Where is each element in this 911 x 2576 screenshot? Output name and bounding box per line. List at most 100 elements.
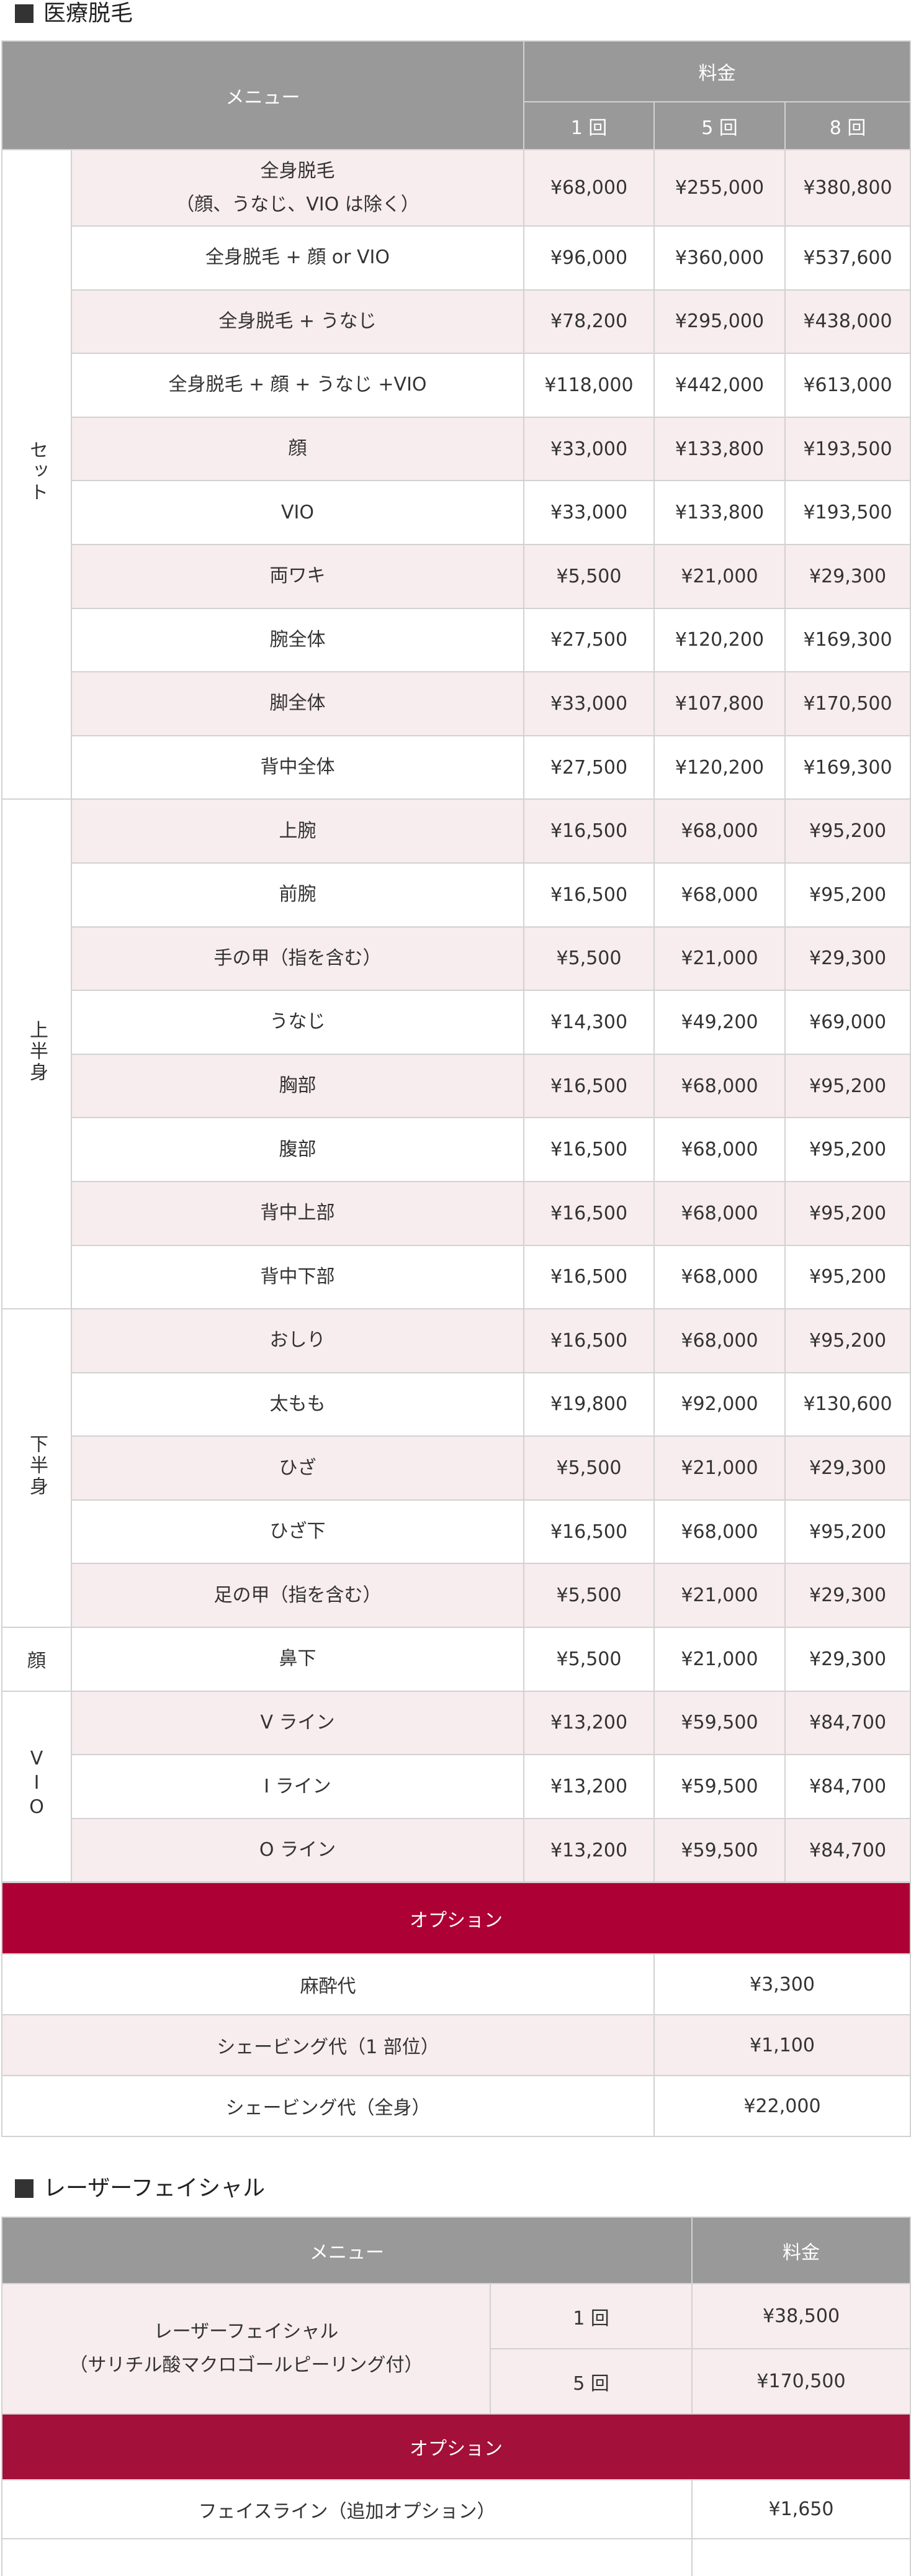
option-row: シェービング代（全身） ¥22,000 <box>1 2075 911 2137</box>
price-cell: ¥21,000 <box>653 1435 786 1501</box>
menu-item-name: O ライン <box>71 1817 524 1883</box>
menu-item-name: 全身脱毛 + 顔 + うなじ +VIO <box>71 353 524 418</box>
price-cell: ¥27,500 <box>523 607 655 673</box>
category-label: セット <box>26 440 48 504</box>
price-cell: ¥120,200 <box>653 607 786 673</box>
price-cell: ¥255,000 <box>653 149 786 227</box>
price-cell: ¥68,000 <box>653 1117 786 1182</box>
price-cell: ¥170,500 <box>784 671 911 736</box>
square-bullet-icon <box>15 2179 34 2198</box>
price-cell: ¥169,300 <box>784 607 911 673</box>
price-cell: ¥78,200 <box>523 289 655 355</box>
table-row: うなじ ¥14,300 ¥49,200 ¥69,000 <box>2 990 911 1055</box>
menu-item-name: 足の甲（指を含む） <box>71 1563 524 1629</box>
price-cell: ¥95,200 <box>784 862 911 928</box>
price-cell: ¥95,200 <box>784 798 911 864</box>
section-title-laser-facial: レーザーフェイシャル <box>15 2175 265 2202</box>
price-cell: ¥613,000 <box>784 353 911 418</box>
table-row: 背中上部 ¥16,500 ¥68,000 ¥95,200 <box>2 1180 911 1246</box>
menu-item-name: 脚全体 <box>71 671 524 736</box>
table-row: 脚全体 ¥33,000 ¥107,800 ¥170,500 <box>2 671 911 736</box>
price-cell: ¥95,200 <box>784 1308 911 1373</box>
price-cell: ¥16,500 <box>523 1244 655 1310</box>
menu-item-name: 太もも <box>71 1372 524 1437</box>
category-cell: 顔 <box>1 1627 72 1692</box>
option-name: シェービング代（1 部位） <box>1 2014 655 2076</box>
price-cell: ¥133,800 <box>653 480 786 545</box>
price-cell: ¥29,300 <box>784 1563 911 1629</box>
category-label: VIO <box>25 1748 48 1821</box>
menu-item-name: I ライン <box>71 1754 524 1819</box>
table-row-partial <box>1 2538 911 2576</box>
menu-item-name: 全身脱毛 + 顔 or VIO <box>71 225 524 291</box>
table-row: 胸部 ¥16,500 ¥68,000 ¥95,200 <box>2 1053 911 1119</box>
section-title-text: レーザーフェイシャル <box>43 2176 266 2201</box>
table-row: ひざ ¥5,500 ¥21,000 ¥29,300 <box>2 1435 911 1501</box>
price-cell: ¥59,500 <box>653 1690 786 1756</box>
option-price: ¥1,100 <box>653 2014 911 2076</box>
price-cell: ¥438,000 <box>784 289 911 355</box>
price-cell: ¥59,500 <box>653 1754 786 1819</box>
options-header: オプション <box>1 1882 911 1955</box>
price-cell: ¥537,600 <box>784 225 911 291</box>
table-row: 全身脱毛 + 顔 + うなじ +VIO ¥118,000 ¥442,000 ¥613,… <box>2 353 911 418</box>
category-cell: セット <box>1 148 72 800</box>
hair-removal-price-table: メニュー 料金 1 回 5 回 8 回 セット 全身脱毛 （顔、うなじ、VIO は… <box>1 40 911 1883</box>
price-cell: ¥442,000 <box>653 353 786 418</box>
table-row: 全身脱毛 + 顔 or VIO ¥96,000 ¥360,000 ¥537,600 <box>2 225 911 291</box>
price-cell: ¥21,000 <box>653 543 786 609</box>
price-cell: ¥133,800 <box>653 416 786 482</box>
category-label: 下半身 <box>26 1434 48 1498</box>
menu-item-name: 前腕 <box>71 862 524 928</box>
table-row: VIO V ライン ¥13,200 ¥59,500 ¥84,700 <box>1 1690 911 1883</box>
price-cell: ¥14,300 <box>523 990 655 1055</box>
price-cell: ¥33,000 <box>523 480 655 545</box>
menu-item-name: うなじ <box>71 990 524 1055</box>
laser-facial-price-table: メニュー 料金 レーザーフェイシャル （サリチル酸マクロゴールピーリング付） 1… <box>1 2217 911 2576</box>
price-cell: ¥5,500 <box>523 1627 655 1692</box>
option-row: シェービング代（1 部位） ¥1,100 <box>1 2014 911 2076</box>
price-cell: ¥95,200 <box>784 1180 911 1246</box>
plan-count: 5 回 <box>490 2348 693 2415</box>
price-cell: ¥59,500 <box>653 1817 786 1883</box>
options-header: オプション <box>1 2413 911 2480</box>
price-cell: ¥68,000 <box>653 1053 786 1119</box>
price-cell: ¥21,000 <box>653 1563 786 1629</box>
price-cell: ¥29,300 <box>784 926 911 992</box>
table-row: 腕全体 ¥27,500 ¥120,200 ¥169,300 <box>2 607 911 673</box>
table-row: 両ワキ ¥5,500 ¥21,000 ¥29,300 <box>2 543 911 609</box>
menu-item-name: 胸部 <box>71 1053 524 1119</box>
price-cell: ¥5,500 <box>523 1563 655 1629</box>
price-cell: ¥193,500 <box>784 416 911 482</box>
price-cell: ¥16,500 <box>523 1053 655 1119</box>
price-cell: ¥68,000 <box>653 1499 786 1565</box>
price-cell: ¥49,200 <box>653 990 786 1055</box>
table-row: ひざ下 ¥16,500 ¥68,000 ¥95,200 <box>2 1499 911 1565</box>
price-cell: ¥84,700 <box>784 1817 911 1883</box>
price-cell: ¥84,700 <box>784 1754 911 1819</box>
price-cell: ¥13,200 <box>523 1817 655 1883</box>
price-cell: ¥19,800 <box>523 1372 655 1437</box>
table-row: 上半身 上腕 ¥16,500 ¥68,000 ¥95,200 <box>1 798 911 1310</box>
price-cell: ¥295,000 <box>653 289 786 355</box>
category-cell: VIO <box>1 1690 72 1883</box>
price-cell: ¥68,000 <box>653 1308 786 1373</box>
option-name: シェービング代（全身） <box>1 2075 655 2137</box>
option-price: ¥1,650 <box>691 2479 911 2539</box>
price-cell: ¥380,800 <box>784 149 911 227</box>
price-cell: ¥95,200 <box>784 1244 911 1310</box>
menu-item-name: 両ワキ <box>71 543 524 609</box>
price-cell: ¥68,000 <box>653 1180 786 1246</box>
option-price: ¥22,000 <box>653 2075 911 2137</box>
menu-item-name: V ライン <box>71 1690 524 1756</box>
price-cell: ¥13,200 <box>523 1754 655 1819</box>
price-cell: ¥16,500 <box>523 1117 655 1182</box>
plan-count: 1 回 <box>490 2283 693 2349</box>
price-cell: ¥193,500 <box>784 480 911 545</box>
price-cell: ¥169,300 <box>784 734 911 800</box>
menu-item-name: ひざ <box>71 1435 524 1501</box>
square-bullet-icon <box>15 4 34 23</box>
section-title-medical-hair-removal: 医療脱毛 <box>15 0 133 27</box>
price-cell: ¥13,200 <box>523 1690 655 1756</box>
price-cell: ¥29,300 <box>784 1627 911 1692</box>
